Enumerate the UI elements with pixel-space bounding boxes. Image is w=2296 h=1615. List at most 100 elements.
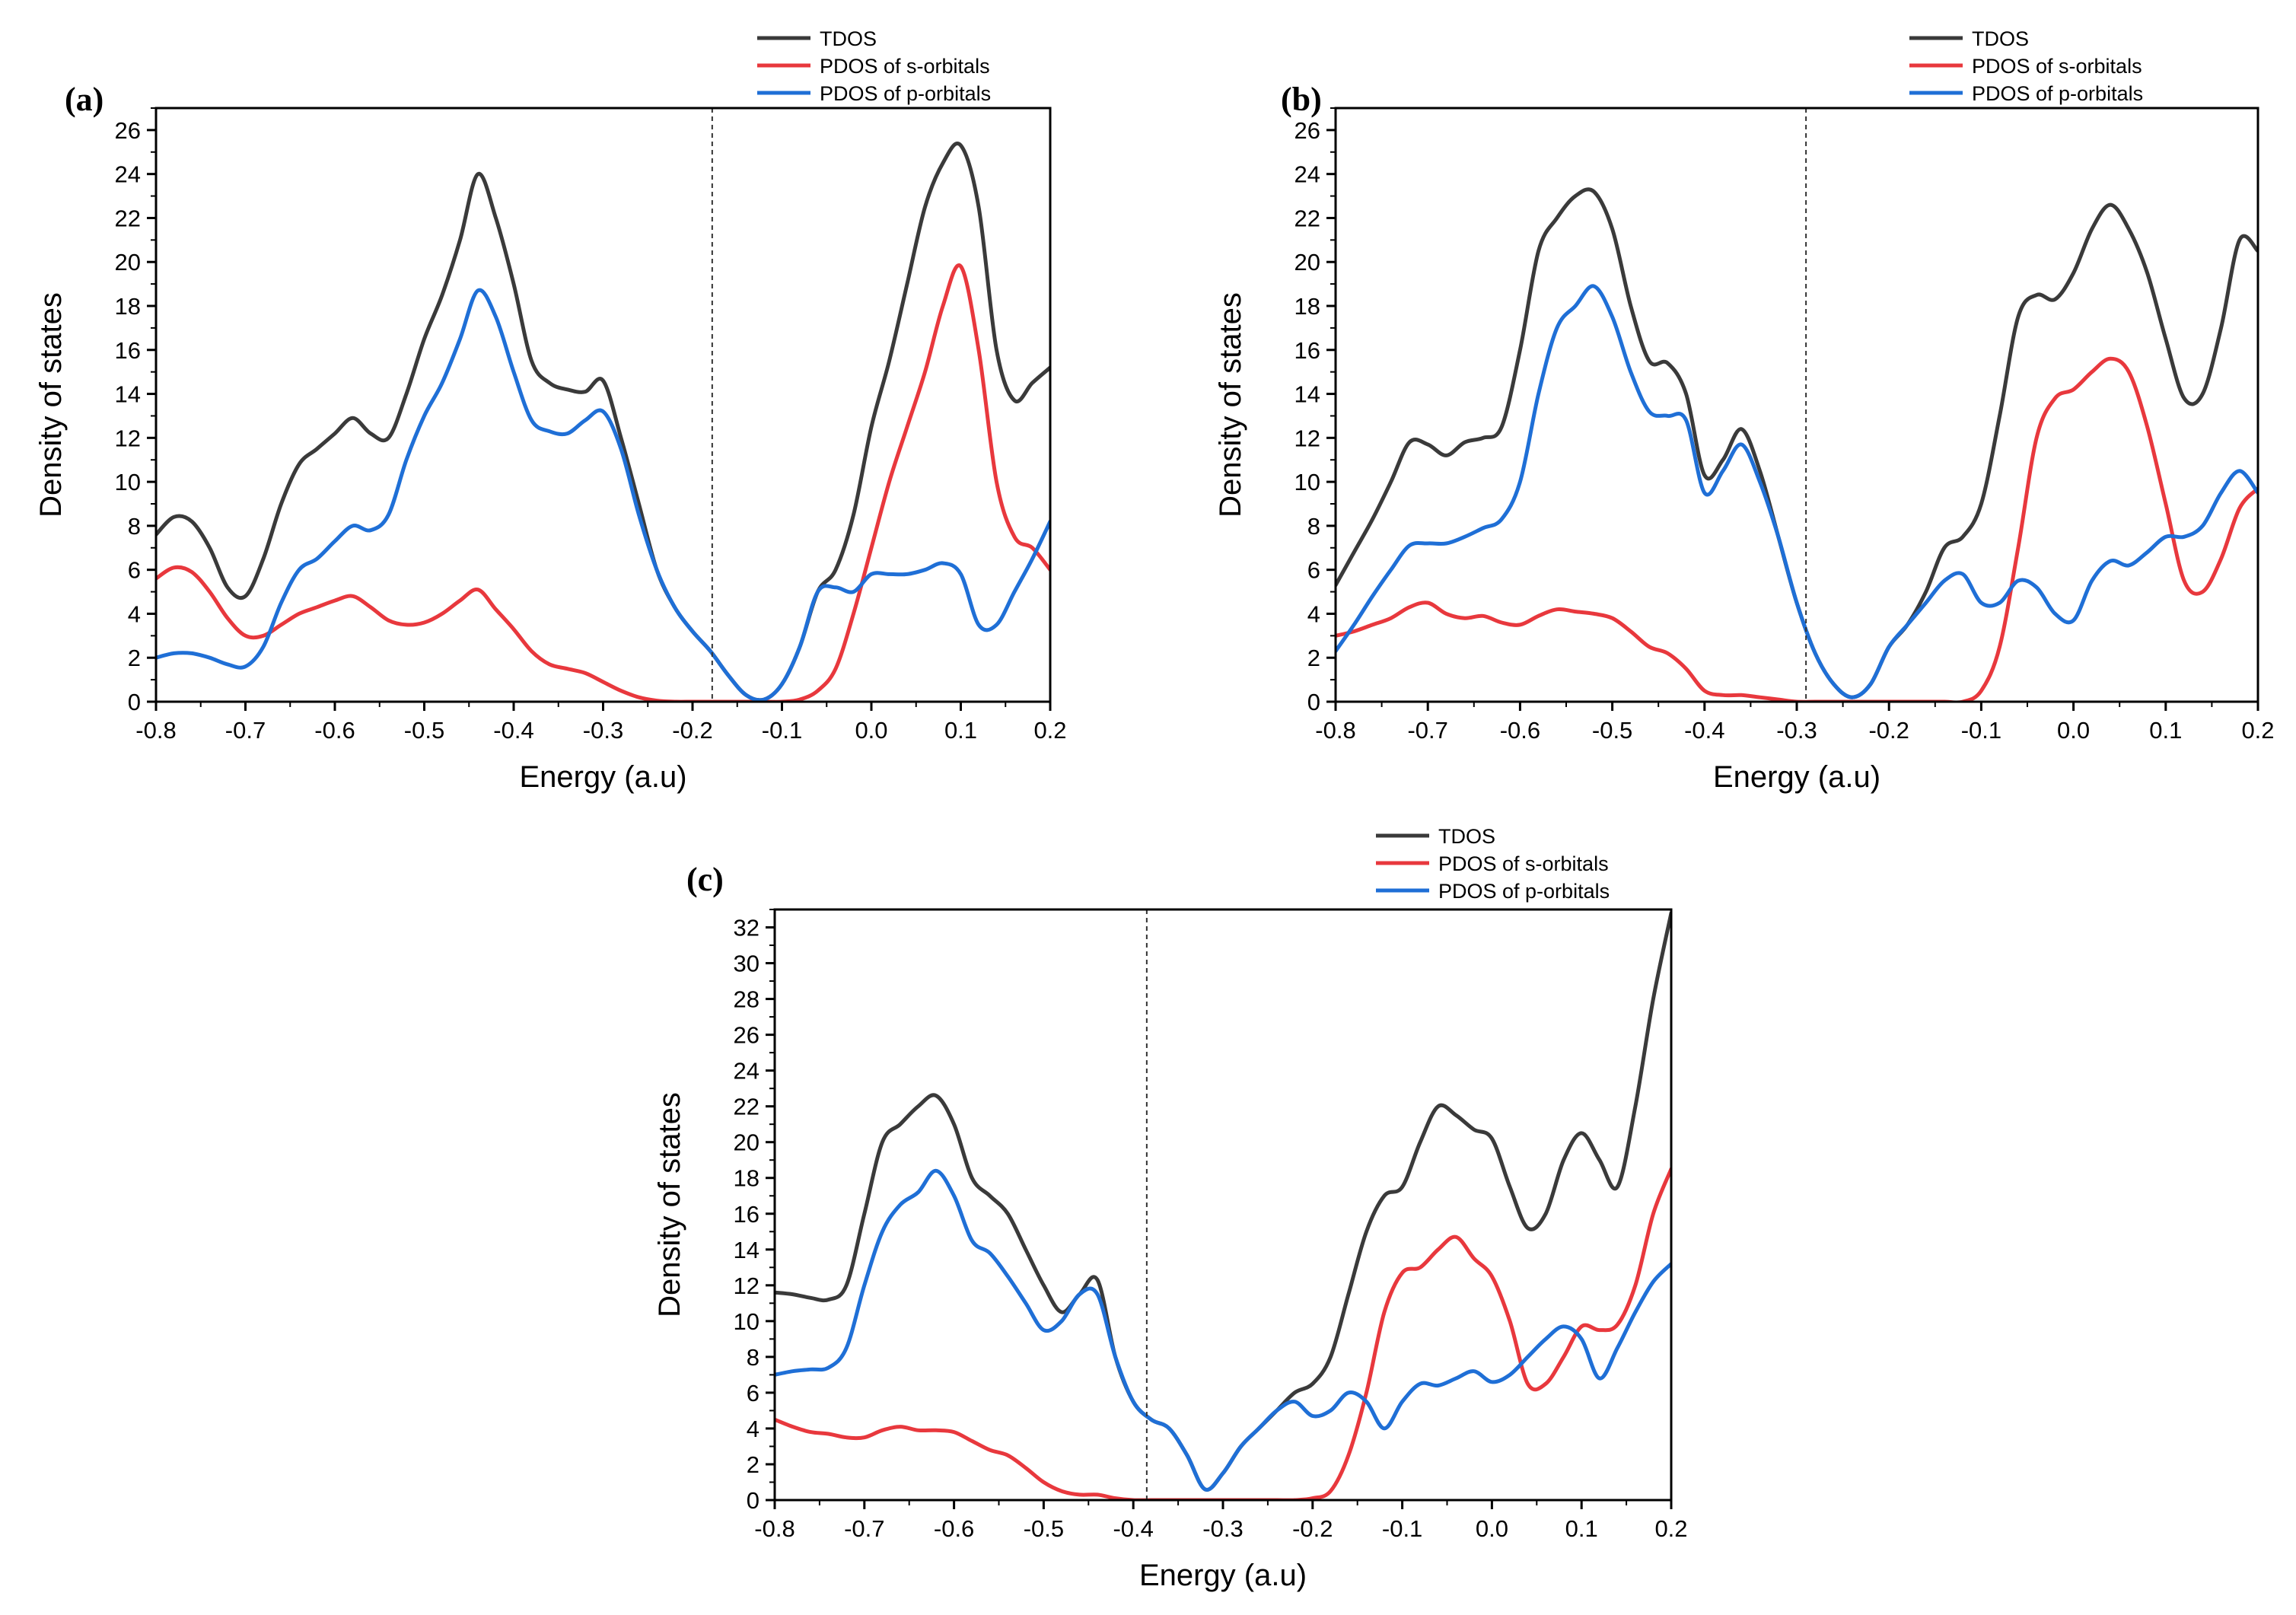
- y-tick-label: 16: [115, 337, 141, 364]
- legend-label: TDOS: [820, 27, 877, 50]
- y-tick-label: 22: [115, 205, 141, 231]
- y-tick-label: 10: [734, 1308, 759, 1335]
- x-tick-label: 0.1: [1565, 1515, 1598, 1542]
- x-axis-label: Energy (a.u): [519, 760, 686, 794]
- x-tick-label: -0.2: [672, 717, 712, 744]
- y-tick-label: 16: [734, 1201, 759, 1228]
- x-tick-label: 0.2: [1654, 1515, 1687, 1542]
- x-tick-label: 0.0: [855, 717, 887, 744]
- y-tick-label: 20: [734, 1129, 759, 1156]
- x-tick-label: -0.1: [1961, 717, 2001, 744]
- x-tick-label: -0.2: [1292, 1515, 1333, 1542]
- x-tick-label: 0.2: [1033, 717, 1066, 744]
- y-tick-label: 26: [1294, 117, 1320, 144]
- x-tick-label: -0.6: [934, 1515, 974, 1542]
- x-tick-label: -0.1: [1382, 1515, 1422, 1542]
- y-tick-label: 8: [1307, 513, 1320, 540]
- y-tick-label: 32: [734, 915, 759, 941]
- y-tick-label: 4: [1307, 600, 1320, 627]
- y-tick-label: 8: [128, 513, 141, 540]
- x-tick-label: -0.1: [762, 717, 802, 744]
- x-tick-label: -0.4: [1113, 1515, 1153, 1542]
- legend-label: PDOS of p-orbitals: [1972, 82, 2143, 105]
- y-tick-label: 0: [128, 689, 141, 715]
- legend: TDOS PDOS of s-orbitals PDOS of p-orbitals: [757, 27, 991, 105]
- x-tick-label: -0.7: [225, 717, 266, 744]
- series-line-1: [1336, 187, 2258, 699]
- legend-label: PDOS of s-orbitals: [820, 55, 990, 78]
- legend: TDOS PDOS of s-orbitals PDOS of p-orbitals: [1376, 825, 1610, 903]
- x-axis-label: Energy (a.u): [1139, 1559, 1307, 1592]
- x-tick-label: -0.5: [404, 717, 444, 744]
- plot-frame: [1334, 107, 2259, 703]
- series-line-1: [775, 911, 1671, 1492]
- y-tick-label: 20: [115, 249, 141, 276]
- x-tick-label: -0.6: [1500, 717, 1540, 744]
- y-tick-label: 6: [747, 1380, 759, 1406]
- y-tick-label: 18: [734, 1165, 759, 1192]
- series-line-2: [775, 1167, 1671, 1500]
- x-tick-label: -0.7: [1407, 717, 1447, 744]
- series-group: [775, 911, 1671, 1500]
- panel-label: (a): [65, 81, 103, 118]
- x-tick-label: -0.5: [1024, 1515, 1064, 1542]
- x-axis-label: Energy (a.u): [1713, 760, 1880, 794]
- y-tick-label: 10: [1294, 469, 1320, 495]
- y-tick-label: 18: [1294, 293, 1320, 320]
- y-tick-label: 30: [734, 951, 759, 977]
- y-tick-label: 24: [1294, 161, 1320, 188]
- x-tick-label: -0.4: [493, 717, 533, 744]
- series-line-3: [775, 1168, 1671, 1492]
- y-tick-label: 14: [734, 1237, 759, 1263]
- y-tick-label: 18: [115, 293, 141, 320]
- legend-label: PDOS of s-orbitals: [1438, 852, 1609, 875]
- x-tick-label: -0.3: [583, 717, 623, 744]
- y-axis-label: Density of states: [1214, 292, 1247, 518]
- legend-label: TDOS: [1972, 27, 2029, 50]
- panel-label: (b): [1281, 81, 1322, 118]
- series-line-3: [1336, 284, 2258, 699]
- legend-label: PDOS of s-orbitals: [1972, 55, 2142, 78]
- y-tick-label: 12: [115, 425, 141, 451]
- x-tick-label: -0.8: [1315, 717, 1355, 744]
- y-tick-label: 12: [1294, 425, 1320, 451]
- y-tick-label: 4: [747, 1416, 759, 1442]
- chart-panel-2: -0.8 -0.7 -0.6 -0.5 -0.4 -0.3 -0.2 -0.1 0.0 0.1 0.…: [1214, 27, 2275, 794]
- series-line-3: [156, 288, 1050, 702]
- x-tick-label: -0.8: [135, 717, 176, 744]
- series-line-2: [1336, 356, 2258, 702]
- chart-panel-3: -0.8 -0.7 -0.6 -0.5 -0.4 -0.3 -0.2 -0.1 0.0 0.1 0.…: [653, 825, 1688, 1592]
- legend: TDOS PDOS of s-orbitals PDOS of p-orbitals: [1909, 27, 2143, 105]
- legend-label: TDOS: [1438, 825, 1495, 848]
- y-tick-label: 24: [115, 161, 141, 188]
- x-tick-label: -0.2: [1868, 717, 1909, 744]
- series-line-2: [156, 263, 1050, 702]
- y-tick-label: 20: [1294, 249, 1320, 276]
- y-tick-label: 12: [734, 1273, 759, 1299]
- y-tick-label: 14: [115, 381, 141, 408]
- y-tick-label: 2: [1307, 645, 1320, 671]
- y-tick-label: 6: [128, 557, 141, 584]
- y-tick-label: 2: [747, 1451, 759, 1478]
- y-tick-label: 10: [115, 469, 141, 495]
- y-tick-label: 16: [1294, 337, 1320, 364]
- x-tick-label: -0.3: [1776, 717, 1817, 744]
- chart-panel-1: -0.8 -0.7 -0.6 -0.5 -0.4 -0.3 -0.2 -0.1 0.0 0.1 0.…: [34, 27, 1067, 794]
- y-tick-label: 2: [128, 645, 141, 671]
- x-tick-label: -0.3: [1202, 1515, 1243, 1542]
- x-tick-label: -0.8: [754, 1515, 795, 1542]
- x-tick-label: -0.7: [844, 1515, 884, 1542]
- x-tick-label: -0.5: [1592, 717, 1632, 744]
- y-tick-label: 8: [747, 1344, 759, 1371]
- panel-label: (c): [686, 861, 724, 898]
- plot-frame: [773, 908, 1673, 1502]
- legend-label: PDOS of p-orbitals: [820, 82, 991, 105]
- y-tick-label: 22: [734, 1094, 759, 1120]
- y-tick-label: 4: [128, 600, 141, 627]
- x-tick-label: 0.0: [1476, 1515, 1508, 1542]
- y-tick-label: 6: [1307, 557, 1320, 584]
- y-tick-label: 28: [734, 986, 759, 1013]
- series-line-1: [156, 142, 1050, 702]
- y-tick-label: 22: [1294, 205, 1320, 231]
